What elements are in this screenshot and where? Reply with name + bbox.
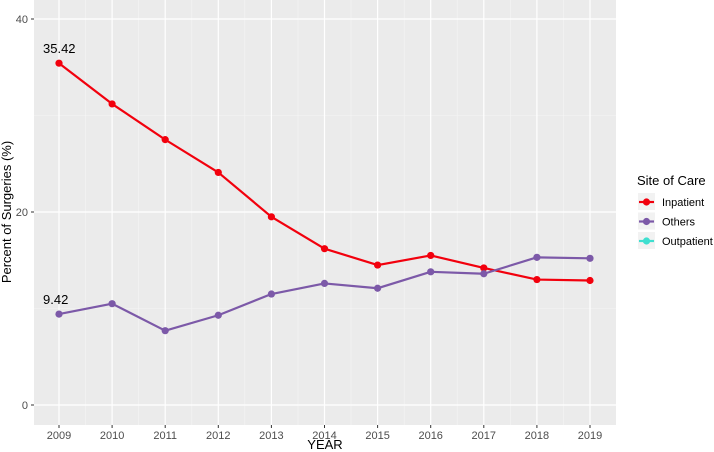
x-tick-label: 2013 xyxy=(259,430,283,442)
data-point-others xyxy=(427,268,435,276)
y-axis-title: Percent of Surgeries (%) xyxy=(0,141,14,283)
data-point-others xyxy=(108,300,116,308)
data-point-others xyxy=(55,310,63,318)
data-label: 35.42 xyxy=(43,41,76,56)
legend-key-point xyxy=(642,217,651,226)
x-tick-label: 2015 xyxy=(365,430,389,442)
series-layer xyxy=(55,59,594,335)
legend-label: Inpatient xyxy=(662,197,704,209)
x-tick-label: 2018 xyxy=(525,430,549,442)
data-point-inpatient xyxy=(586,276,594,285)
x-axis-title: YEAR xyxy=(307,437,342,452)
x-tick-label: 2011 xyxy=(153,430,177,442)
y-tick-label: 40 xyxy=(16,14,28,26)
data-point-others xyxy=(320,279,329,288)
legend-items: Inpatient Others Outpatient xyxy=(638,193,713,249)
data-point-inpatient xyxy=(267,213,275,221)
y-tick-label: 20 xyxy=(16,207,28,219)
x-tick-label: 2012 xyxy=(206,430,230,442)
data-point-inpatient xyxy=(320,245,329,253)
data-label: 9.42 xyxy=(43,292,68,307)
x-tick-label: 2016 xyxy=(418,430,442,442)
series-inpatient xyxy=(55,59,594,285)
data-point-inpatient xyxy=(480,264,488,272)
x-tick-label: 2009 xyxy=(47,430,71,442)
annotation-layer: 55.1635.429.42 xyxy=(43,41,76,307)
data-point-inpatient xyxy=(374,261,382,269)
legend-item-inpatient: Inpatient xyxy=(638,193,704,210)
y-tick-label: 0 xyxy=(22,400,28,412)
data-point-inpatient xyxy=(108,100,116,108)
series-others xyxy=(55,253,594,335)
legend-key-point xyxy=(642,198,651,206)
data-point-others xyxy=(480,270,488,278)
x-axis: 2009 2010 2011 2012 2013 2014 2015 2016 2017 2018… xyxy=(47,425,602,442)
x-tick-label: 2014 xyxy=(312,430,336,442)
data-point-others xyxy=(374,284,382,292)
legend: Site of Care Inpatient Others Outpatient xyxy=(637,173,713,249)
data-point-inpatient xyxy=(214,168,222,177)
data-point-others xyxy=(586,254,594,262)
x-tick-label: 2019 xyxy=(578,430,602,442)
legend-item-others: Others xyxy=(638,212,696,230)
data-point-inpatient xyxy=(161,136,169,144)
data-point-inpatient xyxy=(533,275,541,284)
data-point-others xyxy=(267,290,275,298)
x-tick-label: 2017 xyxy=(472,430,496,442)
x-tick-label: 2010 xyxy=(100,430,124,442)
data-point-others xyxy=(161,327,169,335)
data-point-others xyxy=(214,311,222,319)
legend-label: Outpatient xyxy=(662,236,713,248)
major-gridlines xyxy=(34,0,616,425)
legend-key-point xyxy=(642,237,651,245)
legend-title: Site of Care xyxy=(637,173,706,188)
data-point-inpatient xyxy=(55,59,63,67)
data-point-others xyxy=(533,253,541,261)
data-point-inpatient xyxy=(427,251,435,260)
legend-item-outpatient: Outpatient xyxy=(638,232,713,249)
legend-label: Others xyxy=(662,217,696,229)
y-axis: 020406080 xyxy=(16,14,34,412)
